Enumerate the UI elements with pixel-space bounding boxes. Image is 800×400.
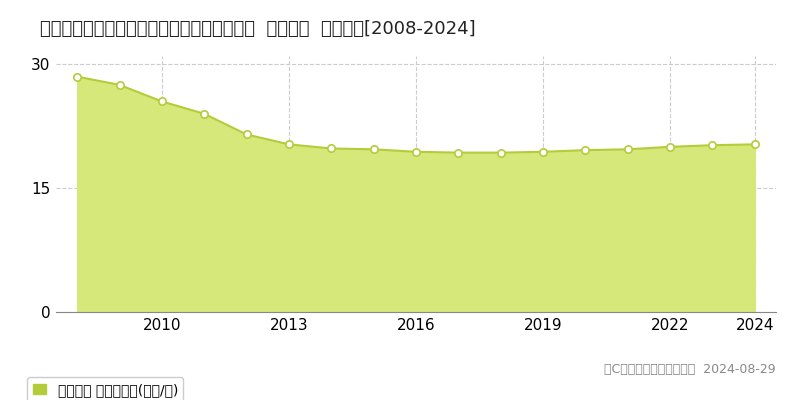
Point (367, 146, 380, 152)
Point (240, 131, 253, 138)
Point (282, 141, 295, 148)
Point (113, 82, 126, 88)
Text: 埼玉県比企郡滑川町月の輪２丁目１４番３外  地価公示  地価推移[2008-2024]: 埼玉県比企郡滑川町月の輪２丁目１４番３外 地価公示 地価推移[2008-2024… (40, 20, 476, 38)
Point (452, 150, 465, 156)
Point (155, 98, 168, 105)
Point (749, 141, 762, 148)
Point (325, 145, 338, 152)
Point (664, 144, 677, 150)
Text: （C）土地価格ドットコム  2024-08-29: （C）土地価格ドットコム 2024-08-29 (604, 363, 776, 376)
Point (410, 148, 422, 155)
Point (579, 147, 592, 153)
Point (622, 146, 634, 152)
Point (198, 111, 210, 117)
Point (494, 150, 507, 156)
Point (706, 142, 719, 148)
Point (537, 148, 550, 155)
Point (70, 74, 83, 80)
Legend: 地価公示 平均坂単価(万円/坐): 地価公示 平均坂単価(万円/坐) (27, 377, 183, 400)
